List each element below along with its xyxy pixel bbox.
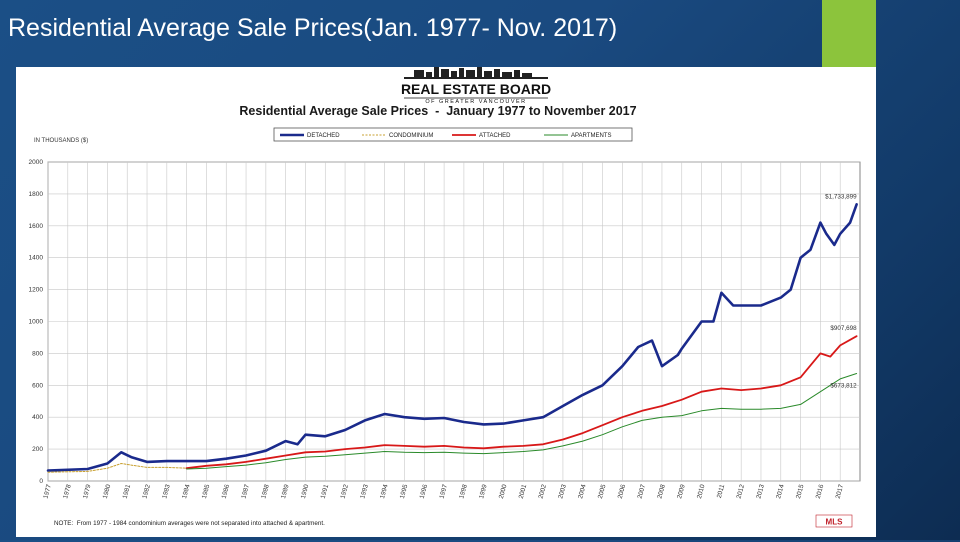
y-tick-label: 1000 xyxy=(29,319,44,326)
x-tick-label: 1997 xyxy=(439,483,450,499)
legend-item-condominium: CONDOMINIUM xyxy=(362,133,433,139)
y-tick-label: 0 xyxy=(39,478,43,485)
x-tick-label: 1982 xyxy=(141,483,152,499)
plot-area: 0 200 400 600 800 1000 1200 1400 1600 1800 2000 197… xyxy=(29,159,861,499)
x-tick-label: 2005 xyxy=(597,483,608,499)
x-tick-label: 2003 xyxy=(557,483,568,499)
x-tick-label: 1983 xyxy=(161,483,172,499)
price-chart: REAL ESTATE BOARD OF GREATER VANCOUVER R… xyxy=(29,67,861,528)
legend-label-apartments: APARTMENTS xyxy=(571,133,611,139)
y-axis-label: IN THOUSANDS ($) xyxy=(34,138,88,144)
legend-label-condominium: CONDOMINIUM xyxy=(389,133,433,139)
legend-item-attached: ATTACHED xyxy=(452,133,511,139)
x-tick-label: 1985 xyxy=(201,483,212,499)
x-tick-label: 1998 xyxy=(458,483,469,499)
x-tick-label: 1995 xyxy=(399,483,410,499)
logo-subname: OF GREATER VANCOUVER xyxy=(425,99,526,105)
x-tick-label: 2009 xyxy=(676,483,687,499)
x-tick-label: 1977 xyxy=(42,483,53,499)
value-annotation: $907,698 xyxy=(830,325,857,332)
chart-note: NOTE: From 1977 - 1984 condominium avera… xyxy=(54,520,325,527)
x-tick-label: 2014 xyxy=(775,483,786,499)
series-line-detached xyxy=(46,203,858,472)
x-tick-label: 1986 xyxy=(221,483,232,499)
x-tick-label: 2013 xyxy=(755,483,766,499)
x-tick-label: 2004 xyxy=(577,483,588,499)
x-tick-label: 1981 xyxy=(122,483,133,499)
x-tick-label: 1988 xyxy=(260,483,271,499)
x-tick-label: 2002 xyxy=(538,483,549,499)
y-tick-label: 2000 xyxy=(29,159,44,166)
series-line-apartments xyxy=(186,373,858,470)
value-annotation: $1,733,899 xyxy=(825,193,857,200)
x-tick-label: 2007 xyxy=(637,483,648,499)
y-tick-label: 400 xyxy=(32,414,43,421)
series-line-condominium xyxy=(47,463,188,473)
y-tick-label: 1600 xyxy=(29,223,44,230)
y-tick-label: 1200 xyxy=(29,287,44,294)
x-tick-label: 1993 xyxy=(359,483,370,499)
x-tick-label: 1992 xyxy=(339,483,350,499)
x-tick-label: 2006 xyxy=(617,483,628,499)
accent-bar xyxy=(822,0,876,67)
x-tick-label: 2012 xyxy=(736,483,747,499)
x-tick-label: 2015 xyxy=(795,483,806,499)
x-tick-label: 1991 xyxy=(320,483,331,499)
mls-logo: MLS xyxy=(815,514,853,528)
x-tick-label: 1990 xyxy=(300,483,311,499)
y-tick-label: 1800 xyxy=(29,191,44,198)
y-tick-label: 800 xyxy=(32,350,43,357)
y-tick-label: 1400 xyxy=(29,255,44,262)
x-tick-label: 2001 xyxy=(518,483,529,499)
y-tick-label: 600 xyxy=(32,382,43,389)
x-tick-label: 2008 xyxy=(656,483,667,499)
x-tick-label: 2010 xyxy=(696,483,707,499)
chart-title: Residential Average Sale Prices - Januar… xyxy=(239,104,636,118)
x-tick-label: 2000 xyxy=(498,483,509,499)
x-tick-label: 1994 xyxy=(379,483,390,499)
value-annotation: $673,812 xyxy=(830,383,857,390)
legend-label-detached: DETACHED xyxy=(307,133,340,139)
x-tick-label: 1987 xyxy=(240,483,251,499)
slide-title: Residential Average Sale Prices(Jan. 197… xyxy=(8,14,618,42)
legend-item-detached: DETACHED xyxy=(280,133,340,139)
legend-label-attached: ATTACHED xyxy=(479,133,511,139)
x-tick-label: 1999 xyxy=(478,483,489,499)
x-tick-label: 1978 xyxy=(62,483,73,499)
reb-logo: REAL ESTATE BOARD OF GREATER VANCOUVER xyxy=(401,67,551,105)
logo-name: REAL ESTATE BOARD xyxy=(401,81,551,97)
x-tick-label: 2011 xyxy=(716,483,726,499)
legend-item-apartments: APARTMENTS xyxy=(544,133,611,139)
mls-logo-text: MLS xyxy=(826,518,844,527)
legend: DETACHED CONDOMINIUM ATTACHED APARTMENTS xyxy=(273,127,633,142)
y-tick-label: 200 xyxy=(32,446,43,453)
chart-frame: REAL ESTATE BOARD OF GREATER VANCOUVER R… xyxy=(16,67,876,537)
x-tick-label: 1980 xyxy=(102,483,113,499)
x-tick-label: 1984 xyxy=(181,483,192,499)
city-skyline-icon xyxy=(404,67,548,79)
series-line-attached xyxy=(185,335,858,470)
x-tick-label: 1996 xyxy=(419,483,430,499)
x-tick-label: 2016 xyxy=(815,483,826,499)
x-tick-label: 1989 xyxy=(280,483,291,499)
x-tick-label: 1979 xyxy=(82,483,93,499)
x-tick-label: 2017 xyxy=(835,483,846,499)
